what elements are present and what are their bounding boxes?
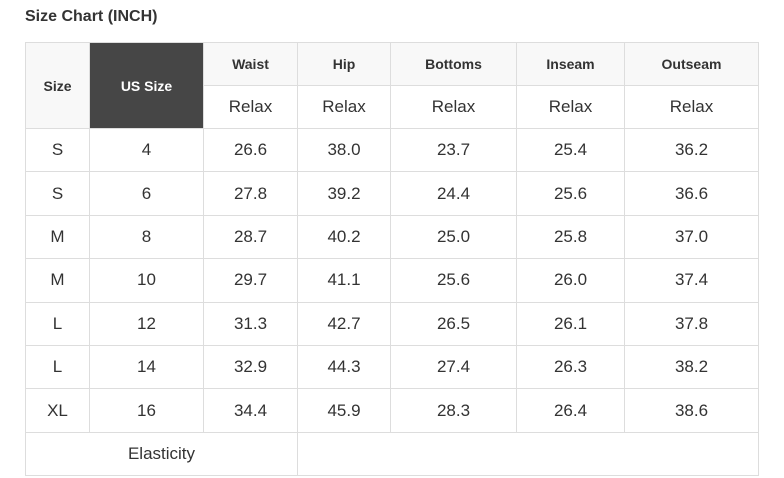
table-cell: 29.7 [203, 258, 298, 303]
table-cell: 23.7 [390, 127, 517, 173]
table-cell: 27.8 [203, 171, 298, 216]
header-us-size: US Size [89, 42, 204, 129]
header-hip: Hip [297, 42, 391, 86]
table-row: M 10 29.7 41.1 25.6 26.0 37.4 [25, 258, 759, 303]
table-cell: 41.1 [297, 258, 391, 303]
table-cell: 25.0 [390, 214, 517, 260]
table-cell: 42.7 [297, 301, 391, 346]
subheader-cell: Relax [297, 85, 391, 129]
table-cell: 32.9 [203, 344, 298, 390]
table-cell: 25.8 [516, 214, 625, 260]
table-cell: 37.0 [624, 214, 759, 260]
table-cell: 26.0 [516, 258, 625, 303]
page-title: Size Chart (INCH) [25, 8, 158, 25]
table-cell: 14 [89, 344, 204, 390]
table-cell: XL [25, 388, 90, 433]
subheader-cell: Relax [203, 85, 298, 129]
table-cell: 40.2 [297, 214, 391, 260]
table-cell: 44.3 [297, 344, 391, 390]
table-cell: 12 [89, 301, 204, 346]
table-cell: 38.2 [624, 344, 759, 390]
table-cell: 26.3 [516, 344, 625, 390]
table-cell: 28.7 [203, 214, 298, 260]
table-cell: 34.4 [203, 388, 298, 433]
table-cell: 38.0 [297, 127, 391, 173]
subheader-row: Relax Relax Relax Relax Relax [26, 85, 759, 129]
table-cell: 26.6 [203, 127, 298, 173]
table-cell: 28.3 [390, 388, 517, 433]
table-cell: 36.2 [624, 127, 759, 173]
subheader-cell: Relax [624, 85, 759, 129]
table-cell: 37.8 [624, 301, 759, 346]
table-cell: 24.4 [390, 171, 517, 216]
table-row: XL 16 34.4 45.9 28.3 26.4 38.6 [25, 388, 759, 433]
table-row: S 6 27.8 39.2 24.4 25.6 36.6 [25, 171, 759, 216]
table-cell: 4 [89, 127, 204, 173]
elasticity-value [297, 431, 759, 477]
table-cell: S [25, 127, 90, 173]
table-cell: 31.3 [203, 301, 298, 346]
table-cell: 8 [89, 214, 204, 260]
table-cell: 37.4 [624, 258, 759, 303]
table-cell: 45.9 [297, 388, 391, 433]
table-cell: L [25, 344, 90, 390]
table-row: S 4 26.6 38.0 23.7 25.4 36.2 [25, 127, 759, 173]
table-cell: 26.5 [390, 301, 517, 346]
table-cell: 16 [89, 388, 204, 433]
header-size: Size [25, 42, 90, 129]
subheader-cell: Relax [390, 85, 517, 129]
table-cell: 25.4 [516, 127, 625, 173]
table-cell: L [25, 301, 90, 346]
table-cell: 25.6 [390, 258, 517, 303]
table-cell: M [25, 258, 90, 303]
header-bottoms: Bottoms [390, 42, 517, 86]
table-cell: 27.4 [390, 344, 517, 390]
header-waist: Waist [203, 42, 298, 86]
table-cell: 36.6 [624, 171, 759, 216]
header-outseam: Outseam [624, 42, 759, 86]
table-cell: S [25, 171, 90, 216]
header-row: Size US Size Waist Hip Bottoms Inseam Ou… [25, 42, 759, 129]
table-cell: 10 [89, 258, 204, 303]
table-cell: 6 [89, 171, 204, 216]
table-cell: 39.2 [297, 171, 391, 216]
table-cell: 26.1 [516, 301, 625, 346]
elasticity-row: Elasticity [25, 431, 759, 477]
table-cell: 25.6 [516, 171, 625, 216]
table-row: L 12 31.3 42.7 26.5 26.1 37.8 [25, 301, 759, 346]
table-row: L 14 32.9 44.3 27.4 26.3 38.2 [25, 344, 759, 390]
table-cell: 26.4 [516, 388, 625, 433]
subheader-cell: Relax [516, 85, 625, 129]
elasticity-label: Elasticity [25, 431, 298, 477]
table-cell: M [25, 214, 90, 260]
table-row: M 8 28.7 40.2 25.0 25.8 37.0 [25, 214, 759, 260]
header-inseam: Inseam [516, 42, 625, 86]
table-cell: 38.6 [624, 388, 759, 433]
size-chart-table: Size US Size Waist Hip Bottoms Inseam Ou… [25, 42, 759, 477]
